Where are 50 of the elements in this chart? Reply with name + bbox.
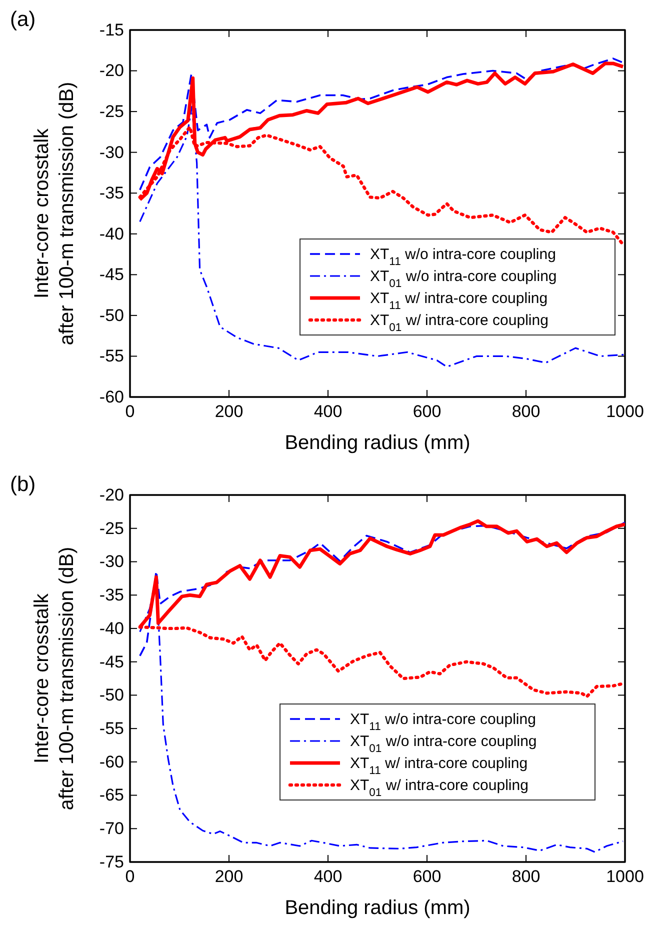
y-tick-label: -20 <box>99 61 124 80</box>
y-tick-label: -20 <box>99 485 124 504</box>
x-tick-label: 600 <box>412 402 442 422</box>
x-axis-title: Bending radius (mm) <box>284 897 470 919</box>
y-tick-label: -40 <box>99 224 124 244</box>
y-tick-label: -60 <box>99 387 124 406</box>
x-tick-label: 800 <box>512 402 540 422</box>
x-axis-title: Bending radius (mm) <box>284 432 470 454</box>
x-tick-label: 1000 <box>606 867 644 886</box>
legend-label: XT$_{11}$ w/ intra-core coupling <box>350 755 528 777</box>
legend-label: XT$_{11}$ w/o intra-core coupling <box>350 711 536 733</box>
legend-label: XT$_{01}$ w/o intra-core coupling <box>350 733 537 755</box>
x-tick-label: 1000 <box>606 402 644 422</box>
line-series <box>139 521 625 657</box>
y-tick-label: -55 <box>99 718 124 738</box>
legend-label: XT$_{11}$ w/o intra-core coupling <box>370 246 556 268</box>
y-tick-label: -50 <box>99 306 124 325</box>
y-tick-label: -25 <box>99 518 124 538</box>
y-axis-title: Inter-core crosstalk after 100-m transmission (dB) <box>31 546 78 810</box>
y-tick-label: -40 <box>99 618 124 638</box>
legend-label: XT$_{01}$ w/o intra-core coupling <box>370 268 557 290</box>
y-tick-label: -35 <box>99 184 124 203</box>
x-tick-label: 400 <box>314 867 342 886</box>
y-axis-title: Inter-core crosstalk after 100-m transmission (dB) <box>31 82 78 346</box>
y-tick-label: -30 <box>99 552 124 572</box>
x-tick-label: 0 <box>125 867 135 886</box>
y-tick-label: -35 <box>99 586 124 605</box>
y-tick-label: -55 <box>99 346 124 366</box>
y-tick-label: -25 <box>99 102 124 121</box>
y-tick-label: -15 <box>99 20 124 40</box>
y-tick-label: -45 <box>99 265 124 284</box>
chart-title: (a) <box>10 8 36 31</box>
x-tick-label: 400 <box>314 402 342 422</box>
y-tick-label: -70 <box>99 819 124 838</box>
y-tick-label: -75 <box>99 852 124 872</box>
y-tick-label: -30 <box>99 142 124 162</box>
x-tick-label: 200 <box>214 402 244 422</box>
y-tick-label: -60 <box>99 752 124 772</box>
legend-label: XT$_{01}$ w/ intra-core coupling <box>350 777 528 799</box>
x-tick-label: 800 <box>512 867 540 886</box>
y-tick-label: -50 <box>99 686 124 705</box>
y-tick-label: -45 <box>99 652 124 672</box>
chart-title: (b) <box>10 473 36 496</box>
x-tick-label: 600 <box>412 867 442 886</box>
x-tick-label: 200 <box>214 867 244 886</box>
line-series <box>139 106 625 368</box>
y-tick-label: -65 <box>99 786 124 805</box>
legend-label: XT$_{11}$ w/ intra-core coupling <box>370 290 548 312</box>
legend-label: XT$_{01}$ w/ intra-core coupling <box>370 312 548 334</box>
x-tick-label: 0 <box>125 402 135 422</box>
